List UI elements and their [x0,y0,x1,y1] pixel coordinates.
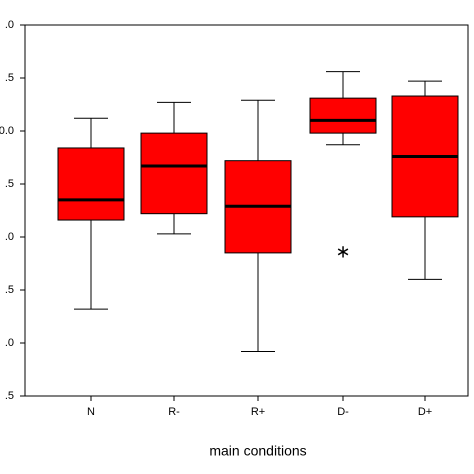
box [309,97,377,134]
x-tick-label: R+ [251,406,265,418]
outlier: ∗ [335,241,350,261]
y-tick-label: .0 [5,19,14,31]
x-tick-label: N [87,406,95,418]
plot-frame [24,24,469,397]
y-tick-label: .5 [5,72,14,84]
box [140,132,208,215]
y-tick-label: .0 [5,231,14,243]
y-tick-label: .5 [5,390,14,402]
x-axis-label: main conditions [209,443,306,459]
x-tick-label: D- [337,406,349,418]
y-tick-label: .5 [5,284,14,296]
x-tick-label: R- [168,406,180,418]
x-tick-label: D+ [418,406,432,418]
box [57,147,125,221]
y-tick-label: .0 [5,337,14,349]
y-tick-label: 0.0 [0,125,14,137]
y-tick-label: .5 [5,178,14,190]
